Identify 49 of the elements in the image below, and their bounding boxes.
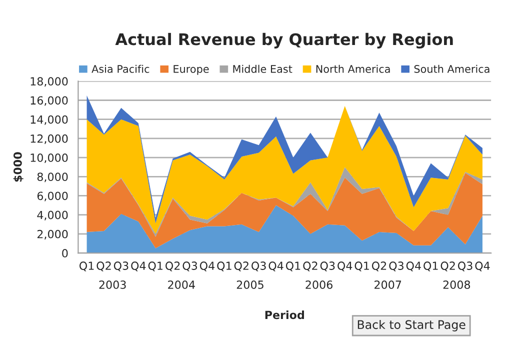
y-tick-label: 14,000 — [30, 115, 68, 125]
y-tick-label: 8,000 — [37, 172, 68, 182]
x-tick-label: Q3 — [252, 262, 266, 272]
x-axis-title: Period — [265, 310, 304, 320]
x-tick-label: Q2 — [303, 262, 318, 272]
x-tick-label: Q4 — [131, 262, 146, 272]
x-tick-label: Q3 — [389, 262, 404, 272]
x-tick-label: Q1 — [217, 262, 232, 272]
x-tick-label: Q4 — [338, 262, 352, 272]
text: 2007 — [374, 280, 402, 289]
legend-label: Europe — [174, 65, 209, 75]
text: 2006 — [306, 280, 332, 289]
y-tick-label: 0 — [62, 248, 68, 258]
x-tick-label: Q1 — [286, 262, 300, 272]
x-tick-label: Q1 — [354, 262, 369, 272]
x-tick-label: Q3 — [458, 262, 472, 272]
y-tick-label: 18,000 — [30, 77, 68, 87]
y-tick-label: 2,000 — [37, 230, 68, 240]
x-tick-label: Q4 — [475, 262, 490, 272]
legend-label: Middle East — [233, 64, 292, 73]
x-tick-label: Q4 — [268, 262, 284, 272]
y-tick-label: 10,000 — [30, 154, 68, 164]
x-tick-label: Q4 — [200, 262, 214, 272]
x-tick-label: Q2 — [440, 262, 455, 272]
x-tick-label: Q3 — [114, 262, 128, 272]
y-tick-label: 4,000 — [37, 210, 68, 220]
legend-label: Asia Pacific — [92, 64, 150, 73]
y-tick-label: 16,000 — [30, 96, 68, 106]
text: 2004 — [168, 280, 195, 289]
text: Back to Start Page — [358, 320, 466, 332]
text: 2008 — [443, 280, 470, 289]
y-tick-label: 6,000 — [37, 192, 68, 202]
x-tick-label: Q2 — [166, 262, 180, 272]
legend-label: South America — [414, 64, 490, 73]
text: 2005 — [236, 280, 264, 289]
x-tick-label: Q3 — [182, 262, 198, 272]
x-tick-label: Q1 — [148, 262, 162, 272]
x-tick-label: Q1 — [424, 262, 438, 272]
chart-title: Actual Revenue by Quarter by Region — [115, 32, 453, 48]
x-tick-label: Q3 — [320, 262, 335, 272]
y-axis-title: $000 — [13, 152, 24, 182]
y-tick-label: 12,000 — [30, 134, 68, 144]
x-tick-label: Q1 — [80, 262, 94, 272]
legend-label: North America — [316, 64, 390, 73]
x-tick-label: Q2 — [96, 262, 111, 272]
x-tick-label: Q4 — [406, 262, 421, 272]
x-tick-label: Q2 — [372, 262, 386, 272]
x-tick-label: Q2 — [234, 262, 248, 272]
text: 2003 — [99, 280, 126, 289]
